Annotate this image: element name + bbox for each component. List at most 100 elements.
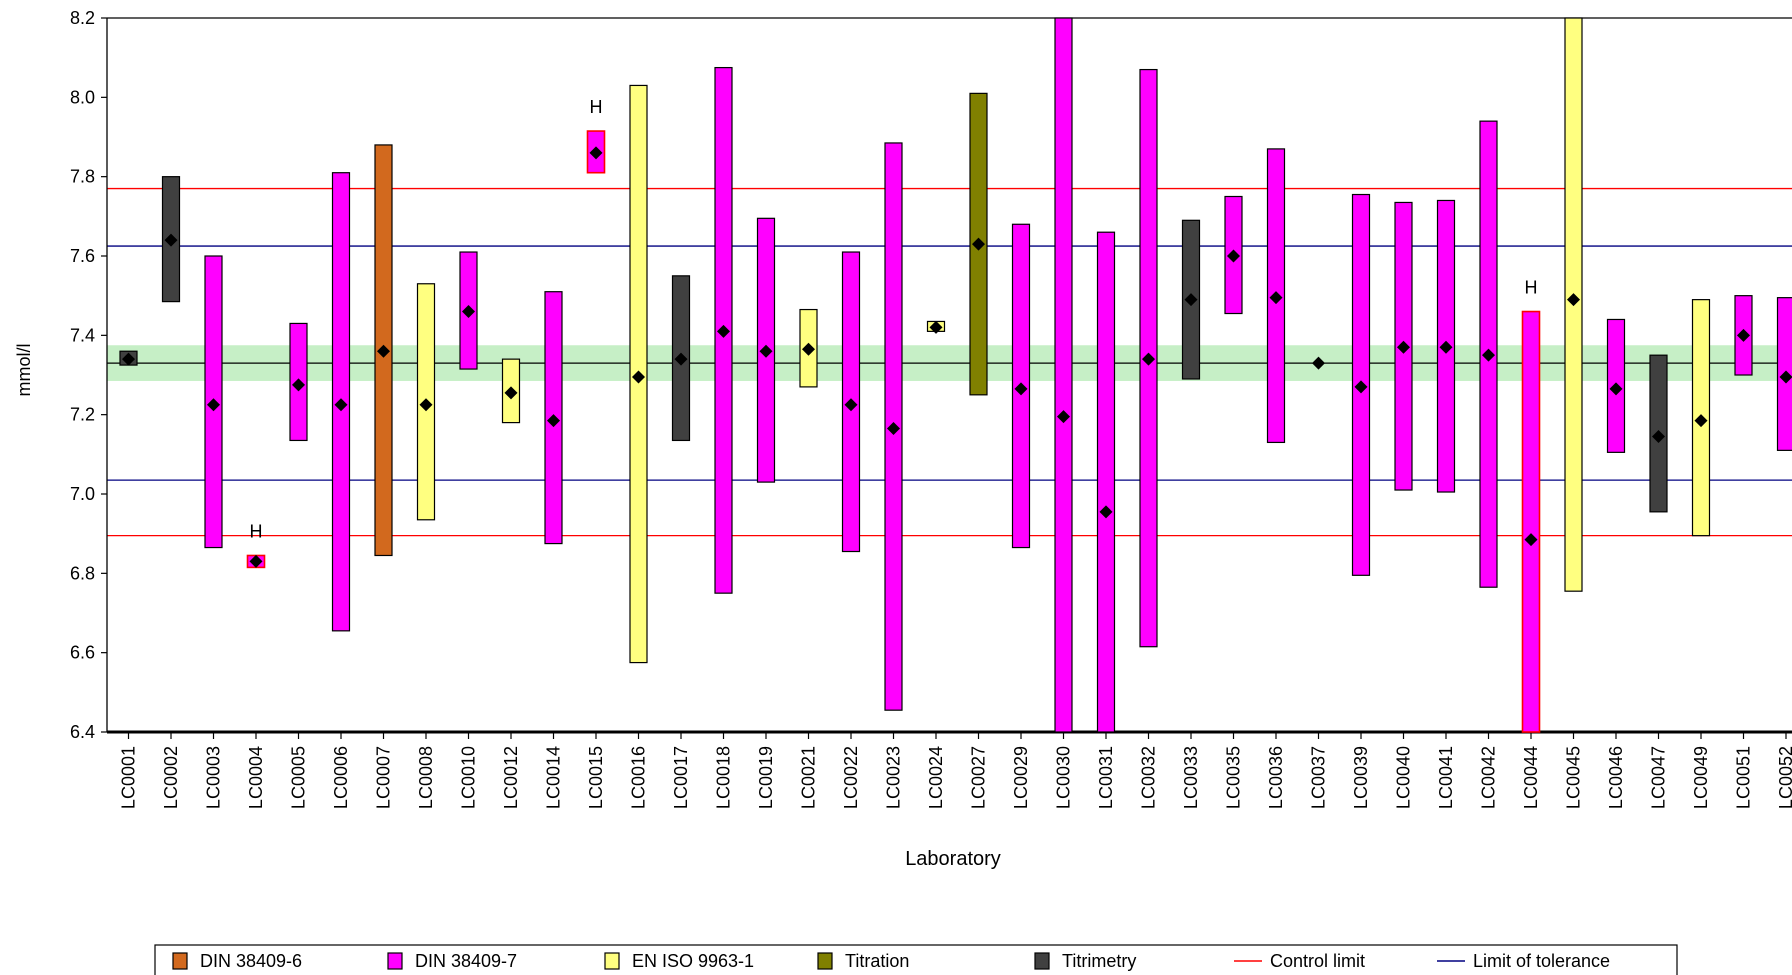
x-tick-label: LC0014 (544, 746, 564, 809)
y-tick-label: 7.4 (70, 325, 95, 345)
outlier-label: H (1525, 278, 1538, 298)
mean-marker (1524, 533, 1538, 547)
y-tick-label: 6.6 (70, 643, 95, 663)
x-tick-label: LC0041 (1436, 746, 1456, 809)
legend-swatch-din-38409-6 (172, 952, 188, 970)
outlier-label: H (250, 521, 263, 541)
mean-marker (632, 370, 645, 384)
x-axis-label: Laboratory (905, 848, 1001, 870)
mean-marker (1142, 352, 1155, 366)
x-tick-label: LC0017 (671, 746, 691, 809)
legend-label-titration: Titration (845, 951, 909, 971)
mean-marker (207, 398, 220, 412)
mean-marker (377, 344, 390, 358)
x-tick-label: LC0024 (926, 746, 946, 809)
x-tick-label: LC0027 (969, 746, 989, 809)
y-tick-label: 6.8 (70, 563, 95, 583)
mean-marker (674, 352, 688, 366)
mean-marker (844, 398, 858, 412)
legend-label-limit-of-tolerance: Limit of tolerance (1473, 951, 1610, 971)
mean-marker (1779, 370, 1792, 384)
mean-marker (1567, 293, 1580, 307)
mean-marker (462, 305, 475, 319)
legend-swatch-din-38409-7 (387, 952, 403, 970)
x-tick-label: LC0023 (884, 746, 904, 809)
mean-marker (1482, 348, 1495, 362)
mean-marker (1397, 340, 1410, 354)
x-tick-label: LC0035 (1224, 746, 1244, 809)
mean-marker (1184, 293, 1198, 307)
mean-marker (1312, 356, 1325, 370)
legend-label-en-iso-9963-1: EN ISO 9963-1 (632, 951, 754, 971)
mean-marker (759, 344, 773, 358)
x-tick-label: LC0007 (374, 746, 394, 809)
mean-marker (292, 378, 305, 392)
x-tick-label: LC0042 (1479, 746, 1499, 809)
legend-label-control-limit: Control limit (1270, 951, 1365, 971)
x-tick-label: LC0022 (841, 746, 861, 809)
mean-marker (1354, 380, 1368, 394)
mean-marker (802, 342, 815, 356)
mean-marker (1014, 382, 1028, 396)
x-tick-label: LC0012 (501, 746, 521, 809)
x-tick-label: LC0019 (756, 746, 776, 809)
x-tick-label: LC0001 (119, 746, 139, 809)
outlier-label: H (590, 97, 603, 117)
mean-marker (589, 146, 603, 160)
mean-marker (717, 324, 730, 338)
bars-layer: H H H (119, 17, 1792, 733)
legend-label-din-38409-7: DIN 38409-7 (415, 951, 517, 971)
interval-bar (1096, 231, 1116, 733)
x-tick-label: LC0032 (1139, 746, 1159, 809)
mean-marker (547, 414, 560, 428)
x-tick-label: LC0015 (586, 746, 606, 809)
x-tick-label: LC0010 (459, 746, 479, 809)
y-tick-label: 7.0 (70, 484, 95, 504)
x-tick-label: LC0031 (1096, 746, 1116, 809)
x-tick-label: LC0036 (1266, 746, 1286, 809)
legend-swatch-en-iso-9963-1 (604, 952, 620, 970)
mean-marker (1609, 382, 1623, 396)
legend: DIN 38409-6 DIN 38409-7 EN ISO 9963-1 Titra… (154, 944, 1678, 975)
legend-label-din-38409-6: DIN 38409-6 (200, 951, 302, 971)
x-tick-label: LC0016 (629, 746, 649, 809)
y-axis-label: mmol/l (14, 344, 34, 397)
legend-label-titrimetry: Titrimetry (1062, 951, 1136, 971)
x-tick-label: LC0051 (1734, 746, 1754, 809)
mean-marker (122, 352, 135, 366)
interval-bar (1054, 17, 1073, 733)
mean-marker (1227, 249, 1240, 263)
mean-marker (504, 386, 518, 400)
y-tick-label: 8.2 (70, 8, 95, 28)
legend-box (154, 944, 1678, 975)
mean-marker (1099, 505, 1113, 519)
legend-swatch-titrimetry (1034, 952, 1050, 970)
x-tick-label: LC0044 (1521, 746, 1541, 809)
x-tick-label: LC0021 (799, 746, 819, 809)
x-tick-label: LC0037 (1309, 746, 1329, 809)
x-tick-label: LC0030 (1054, 746, 1074, 809)
x-tick-label: LC0039 (1351, 746, 1371, 809)
mean-marker (1694, 414, 1708, 428)
y-tick-label: 8.0 (70, 87, 95, 107)
mean-marker (929, 320, 943, 334)
x-tick-label: LC0045 (1564, 746, 1584, 809)
y-tick-label: 7.2 (70, 405, 95, 425)
x-tick-label: LC0003 (204, 746, 224, 809)
x-tick-label: LC0002 (161, 746, 181, 809)
x-tick-label: LC0049 (1691, 746, 1711, 809)
mean-marker (164, 233, 178, 247)
y-tick-label: 7.6 (70, 246, 95, 266)
x-tick-label: LC0008 (416, 746, 436, 809)
mean-marker (1269, 291, 1283, 305)
mean-marker (1652, 429, 1665, 443)
interval-bar (1521, 310, 1541, 733)
y-tick-label: 6.4 (70, 722, 95, 742)
x-tick-label: LC0047 (1649, 746, 1669, 809)
y-tick-label: 7.8 (70, 167, 95, 187)
x-tick-label: LC0005 (289, 746, 309, 809)
x-tick-label: LC0052 (1776, 746, 1792, 809)
mean-marker (334, 398, 348, 412)
axis-layer: 6.4 6.6 6.8 7.0 7.2 7.4 7.6 7.8 8.0 8.2 LC0001 LC00… (70, 8, 1792, 809)
